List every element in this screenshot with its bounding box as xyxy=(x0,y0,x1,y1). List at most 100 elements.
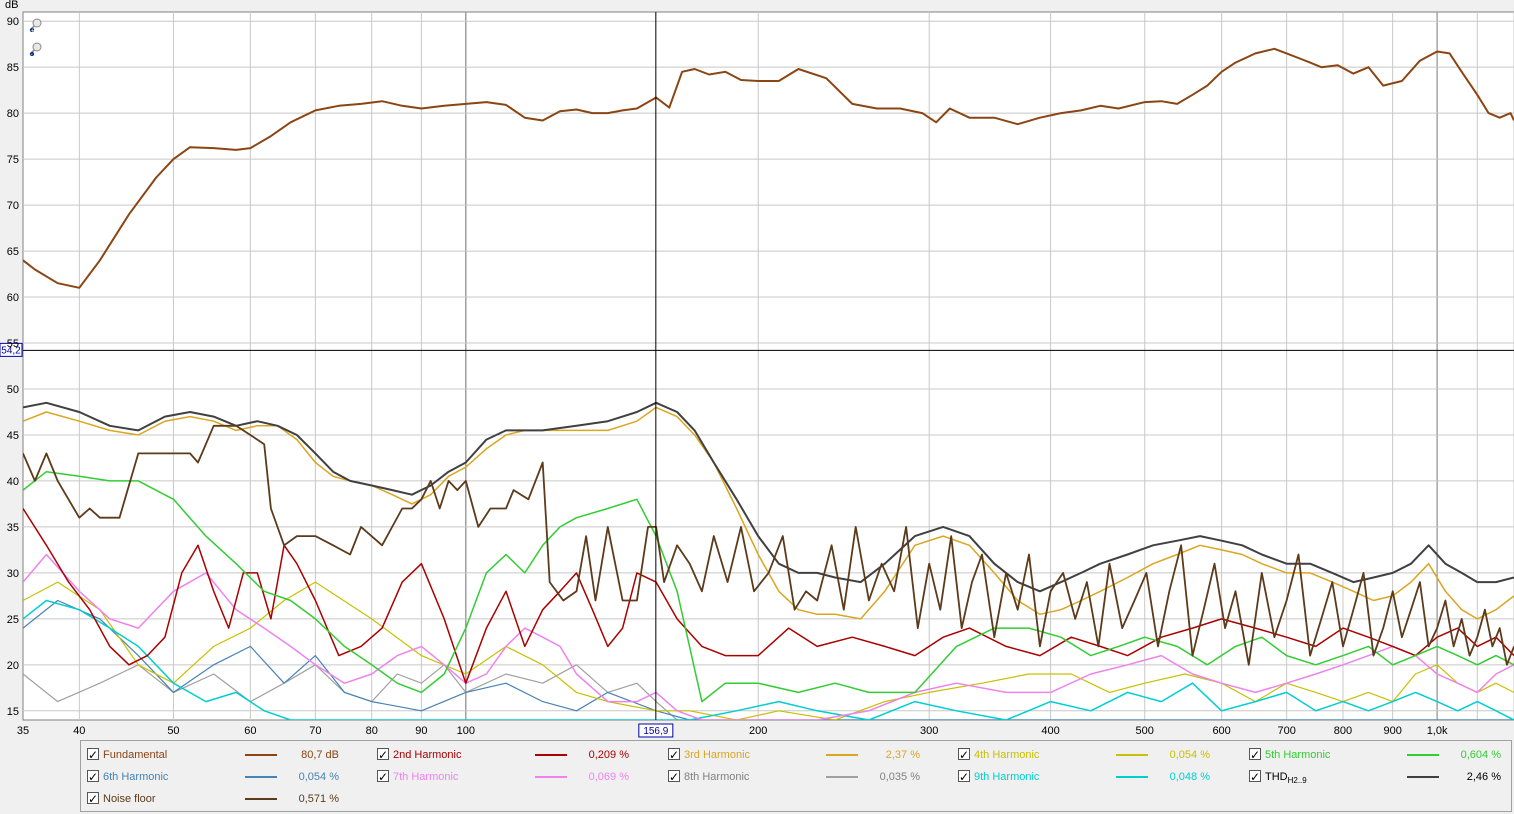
y-tick-label: 65 xyxy=(7,246,19,258)
legend-name: 5th Harmonic xyxy=(1265,749,1331,761)
x-tick-label: 600 xyxy=(1212,725,1230,737)
legend-item-fundamental: Fundamental 80,7 dB xyxy=(87,745,347,765)
series-2nd-harmonic xyxy=(23,508,1514,684)
x-tick-label: 90 xyxy=(415,725,427,737)
legend-item-noise-floor: Noise floor 0,571 % xyxy=(87,789,347,809)
axes: 15 20 25 30 35 40 45 50 55 60 65 70 75 80 85 90 35 40 50 60… xyxy=(7,16,1448,737)
cursor[interactable]: 156,9 54,2 xyxy=(0,12,1514,738)
x-tick-label: 900 xyxy=(1383,725,1401,737)
y-tick-label: 80 xyxy=(7,108,19,120)
legend-swatch xyxy=(535,776,567,778)
legend-name: 2nd Harmonic xyxy=(393,749,462,761)
svg-text:+: + xyxy=(31,28,35,32)
y-tick-label: 60 xyxy=(7,292,19,304)
legend-swatch xyxy=(1116,776,1148,778)
legend-swatch xyxy=(1116,754,1148,756)
legend-name: Fundamental xyxy=(103,749,168,761)
legend-item-2nd-harmonic: 2nd Harmonic 0,209 % xyxy=(377,745,637,765)
legend-value: 2,46 % xyxy=(1466,771,1501,783)
series-thd xyxy=(23,401,1514,593)
legend-name: Noise floor xyxy=(103,793,156,805)
legend-item-8th-harmonic: 8th Harmonic 0,035 % xyxy=(668,767,928,787)
legend-checkbox[interactable] xyxy=(1249,745,1261,765)
grid xyxy=(23,12,1514,720)
x-tick-label: 700 xyxy=(1277,725,1295,737)
legend-value: 0,035 % xyxy=(879,771,920,783)
legend-checkbox[interactable] xyxy=(668,767,680,787)
x-tick-label: 80 xyxy=(366,725,378,737)
legend-checkbox[interactable] xyxy=(958,767,970,787)
x-tick-label: 500 xyxy=(1136,725,1154,737)
cursor-y-label-box xyxy=(0,342,23,357)
series-6th-harmonic xyxy=(23,599,1514,720)
legend-checkbox[interactable] xyxy=(87,745,99,765)
legend-value: 0,069 % xyxy=(588,771,629,783)
plot-area[interactable] xyxy=(22,11,1514,721)
legend-swatch xyxy=(826,754,858,756)
legend-checkbox[interactable] xyxy=(668,745,680,765)
x-tick-label: 400 xyxy=(1041,725,1059,737)
y-tick-label: 85 xyxy=(7,62,19,74)
legend-name: 9th Harmonic xyxy=(974,771,1040,783)
y-tick-label: 30 xyxy=(7,568,19,580)
cursor-y-label: 54,2 xyxy=(1,345,21,356)
x-tick-label: 200 xyxy=(749,725,767,737)
legend-value: 2,37 % xyxy=(885,749,920,761)
cursor-x-label-box xyxy=(638,723,674,738)
series-fundamental xyxy=(23,47,1514,289)
y-tick-label: 45 xyxy=(7,430,19,442)
legend-item-7th-harmonic: 7th Harmonic 0,069 % xyxy=(377,767,637,787)
legend-value: 80,7 dB xyxy=(301,749,339,761)
x-tick-label: 40 xyxy=(73,725,85,737)
y-tick-label: 15 xyxy=(7,706,19,718)
legend-checkbox[interactable] xyxy=(377,767,389,787)
legend-value: 0,604 % xyxy=(1460,749,1501,761)
legend-checkbox[interactable] xyxy=(87,789,99,809)
x-tick-label: 100 xyxy=(457,725,475,737)
legend-swatch xyxy=(245,754,277,756)
cursor-x-label: 156,9 xyxy=(643,726,668,737)
series-5th-harmonic xyxy=(23,470,1514,703)
legend-value: 0,054 % xyxy=(298,771,339,783)
series-4th-harmonic xyxy=(23,581,1514,720)
y-tick-label: 90 xyxy=(7,16,19,28)
y-tick-label: 70 xyxy=(7,200,19,212)
legend-swatch xyxy=(245,798,277,800)
distortion-chart[interactable]: 156,9 54,2 15 20 25 30 35 40 45 50 55 60 65 70 75 80 85… xyxy=(0,0,1514,738)
legend-item-3rd-harmonic: 3rd Harmonic 2,37 % xyxy=(668,745,928,765)
y-tick-label: 25 xyxy=(7,614,19,626)
legend-checkbox[interactable] xyxy=(1249,767,1261,787)
legend-item-5th-harmonic: 5th Harmonic 0,604 % xyxy=(1249,745,1509,765)
legend: Fundamental 80,7 dB 2nd Harmonic 0,209 % 3rd… xyxy=(80,740,1512,812)
zoom-in-icon[interactable]: + xyxy=(29,18,43,34)
x-tick-label: 50 xyxy=(167,725,179,737)
legend-swatch xyxy=(1407,776,1439,778)
legend-swatch xyxy=(535,754,567,756)
legend-name: 8th Harmonic xyxy=(684,771,750,783)
y-tick-label: 75 xyxy=(7,154,19,166)
legend-item-thd: THDH2..9 2,46 % xyxy=(1249,767,1509,787)
legend-value: 0,571 % xyxy=(298,793,339,805)
legend-swatch xyxy=(245,776,277,778)
y-axis-label: dB xyxy=(5,0,18,11)
legend-swatch xyxy=(826,776,858,778)
legend-item-6th-harmonic: 6th Harmonic 0,054 % xyxy=(87,767,347,787)
legend-value: 0,209 % xyxy=(588,749,629,761)
legend-checkbox[interactable] xyxy=(87,767,99,787)
series-3rd-harmonic xyxy=(23,406,1514,620)
zoom-out-icon[interactable]: - xyxy=(29,42,43,58)
x-tick-label: 70 xyxy=(309,725,321,737)
legend-checkbox[interactable] xyxy=(958,745,970,765)
legend-checkbox[interactable] xyxy=(377,745,389,765)
series-7th-harmonic xyxy=(23,553,1514,720)
y-tick-label: 55 xyxy=(7,338,19,350)
x-tick-label: 35 xyxy=(17,725,29,737)
x-tick-label: 300 xyxy=(920,725,938,737)
legend-name: 7th Harmonic xyxy=(393,771,459,783)
legend-name: 3rd Harmonic xyxy=(684,749,751,761)
y-tick-label: 20 xyxy=(7,660,19,672)
legend-name: 6th Harmonic xyxy=(103,771,169,783)
y-tick-label: 35 xyxy=(7,522,19,534)
x-tick-label: 800 xyxy=(1334,725,1352,737)
legend-item-4th-harmonic: 4th Harmonic 0,054 % xyxy=(958,745,1218,765)
